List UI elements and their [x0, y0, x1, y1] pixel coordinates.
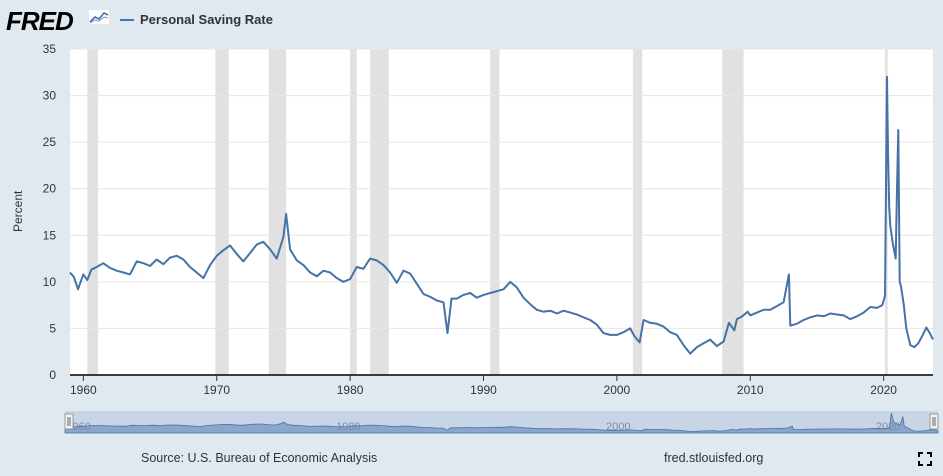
x-tick-label: 1970: [203, 383, 230, 397]
recession-band: [268, 49, 287, 375]
recession-band: [350, 49, 357, 375]
handle-grip[interactable]: [929, 413, 939, 430]
chart-legend[interactable]: Personal Saving Rate: [120, 12, 273, 27]
trend-graph-icon: [88, 9, 110, 25]
y-tick-label: 10: [43, 275, 57, 289]
navigator-label: 2020: [876, 421, 900, 433]
site-link[interactable]: fred.stlouisfed.org: [664, 451, 764, 465]
navigator-label: 1980: [336, 421, 360, 433]
recession-band: [490, 49, 500, 375]
y-tick-label: 5: [49, 321, 56, 335]
handle-grip[interactable]: [64, 413, 74, 430]
y-tick-label: 15: [43, 228, 57, 242]
x-tick-label: 2000: [604, 383, 631, 397]
fred-logo[interactable]: FRED: [6, 6, 74, 36]
y-axis-title: Percent: [11, 190, 25, 232]
recession-band: [632, 49, 643, 375]
y-tick-label: 25: [43, 135, 57, 149]
recession-bands: [87, 49, 888, 375]
y-tick-label: 30: [43, 89, 57, 103]
recession-band: [722, 49, 744, 375]
y-tick-label: 35: [43, 42, 57, 56]
recession-band: [87, 49, 99, 375]
navigator-left-handle[interactable]: [64, 413, 74, 430]
navigator-label: 2000: [606, 421, 630, 433]
x-axis-ticks: 1960 1970 1980 1990 2000 2010 2020: [70, 375, 897, 397]
range-navigator[interactable]: 1960 1980 2000 2020: [64, 411, 939, 434]
fullscreen-icon[interactable]: [918, 452, 932, 466]
grid-lines: [70, 48, 933, 329]
x-tick-label: 1980: [337, 383, 364, 397]
x-tick-label: 1960: [70, 383, 97, 397]
legend-label: Personal Saving Rate: [140, 12, 273, 27]
series-line[interactable]: [69, 75, 934, 355]
navigator-right-handle[interactable]: [929, 413, 939, 430]
source-note: Source: U.S. Bureau of Economic Analysis: [141, 451, 378, 465]
y-tick-label: 0: [49, 368, 56, 382]
plot-area: [70, 49, 933, 375]
series-line-layer: [69, 75, 934, 355]
x-tick-label: 2020: [870, 383, 897, 397]
navigator-series-area: [64, 412, 939, 434]
x-tick-label: 1990: [470, 383, 497, 397]
y-tick-label: 20: [43, 182, 57, 196]
x-tick-label: 2010: [737, 383, 764, 397]
recession-band: [370, 49, 389, 375]
legend-line-swatch: [120, 18, 134, 21]
recession-band: [215, 49, 229, 375]
y-axis-ticks: 0 5 10 15 20 25 30 35: [43, 42, 57, 382]
